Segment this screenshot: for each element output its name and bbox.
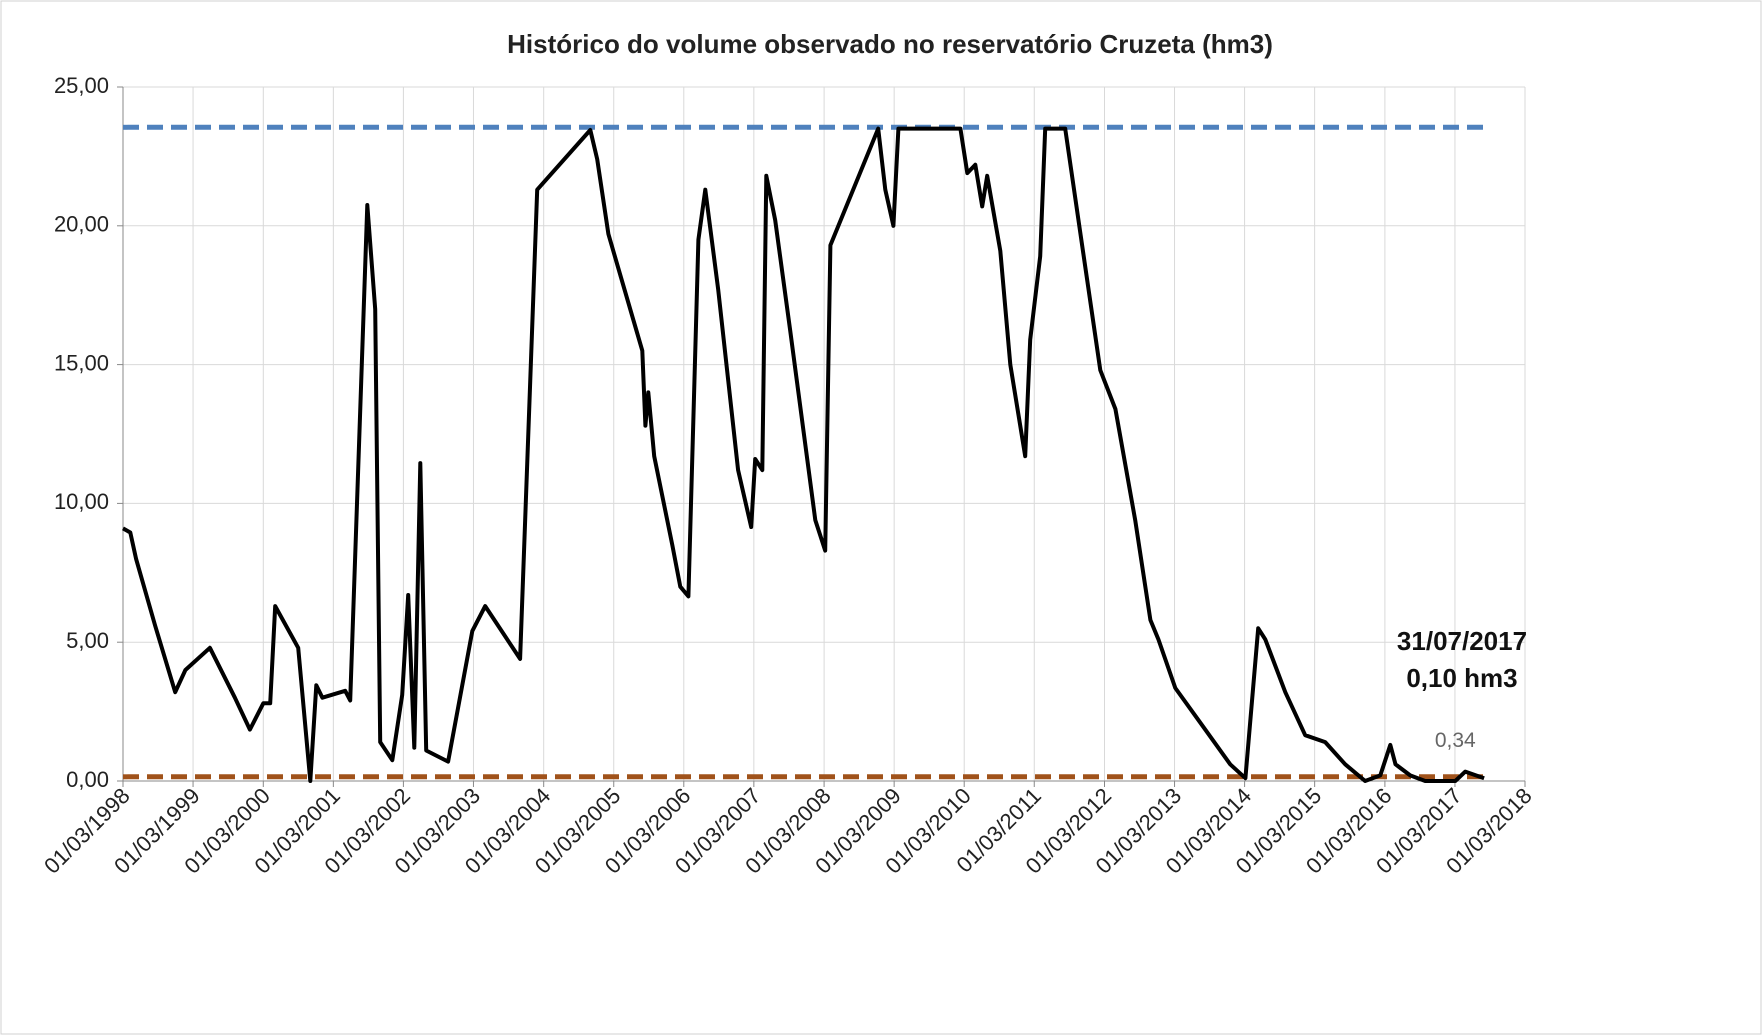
- annotation: 31/07/2017: [1397, 626, 1527, 656]
- data-label: 0,34: [1435, 729, 1476, 752]
- y-tick-label: 15,00: [54, 350, 109, 375]
- y-tick-label: 0,00: [66, 767, 109, 792]
- y-tick-label: 25,00: [54, 73, 109, 98]
- series-line: [122, 126, 1485, 783]
- y-tick-label: 5,00: [66, 628, 109, 653]
- chart-title: Histórico do volume observado no reserva…: [507, 29, 1273, 59]
- y-tick-label: 20,00: [54, 212, 109, 237]
- annotation: 0,10 hm3: [1406, 663, 1517, 693]
- y-tick-label: 10,00: [54, 489, 109, 514]
